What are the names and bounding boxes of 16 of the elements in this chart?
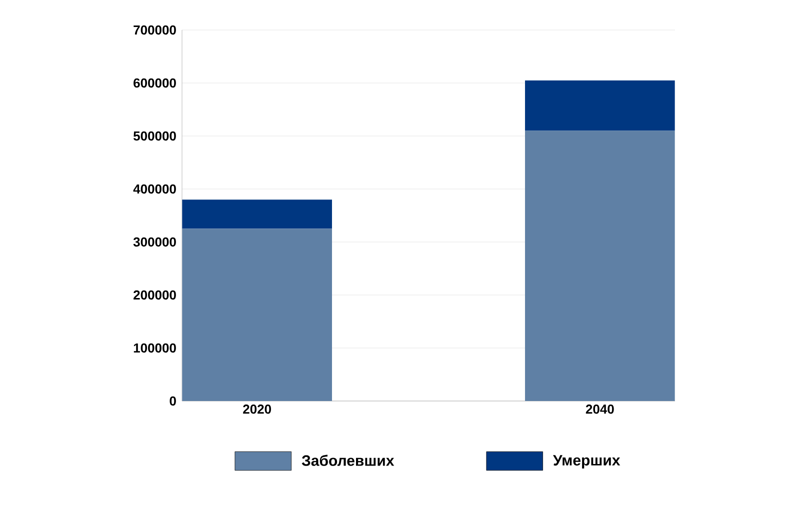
y-tick-label: 100000 bbox=[134, 343, 176, 353]
bar bbox=[525, 80, 675, 131]
y-tick-label: 600000 bbox=[134, 78, 176, 88]
y-tick-label: 200000 bbox=[134, 290, 176, 300]
legend-label: Заболевших bbox=[302, 454, 394, 466]
y-tick-label: 0 bbox=[170, 396, 176, 406]
bar bbox=[182, 200, 332, 229]
y-tick-label: 700000 bbox=[134, 25, 176, 35]
y-tick-label: 400000 bbox=[133, 184, 176, 194]
bar bbox=[525, 130, 675, 401]
bar bbox=[182, 228, 332, 401]
y-tick-label: 300000 bbox=[133, 237, 176, 247]
y-tick-label: 500000 bbox=[134, 131, 176, 141]
legend-label: Умерших bbox=[552, 455, 620, 469]
x-tick-label: 2040 bbox=[586, 404, 614, 414]
x-tick-label: 2020 bbox=[243, 404, 272, 414]
